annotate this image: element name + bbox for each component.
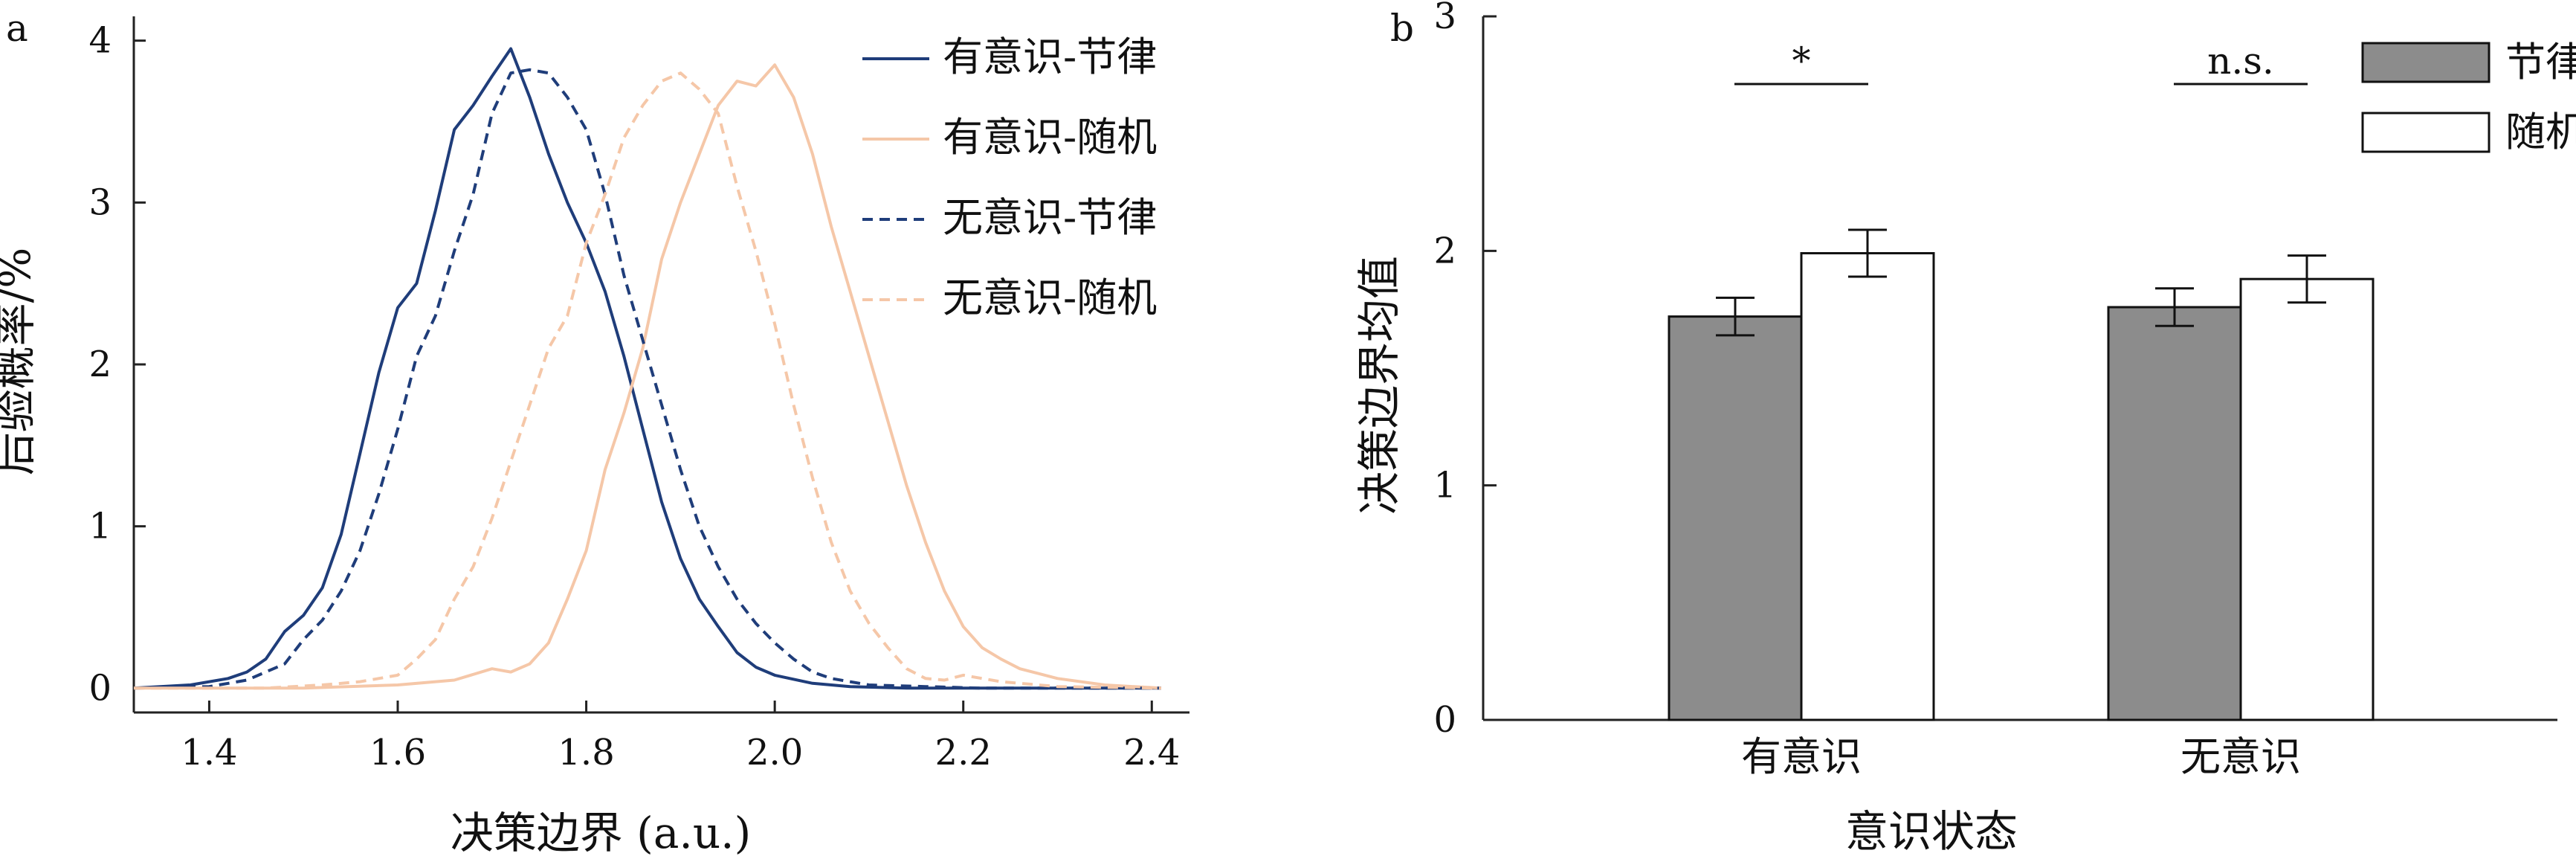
panel-a-x-axis-label: 决策边界 (a.u.) [451, 808, 752, 856]
panel-b-x-tick-label: 有意识 [1741, 733, 1862, 780]
panel-b-bar-1-2 [1800, 251, 1935, 721]
panel-a-legend-label: 有意识-节律 [943, 33, 1157, 80]
panel-a-series-line-3 [133, 68, 1161, 690]
panel-b-x-axis-label: 意识状态 [1845, 806, 2018, 856]
panel-a-x-tick-label: 2.0 [746, 732, 803, 773]
panel-a-label: a [6, 7, 28, 50]
panel-b-bar-1-1 [1668, 315, 1803, 721]
panel-a-x-tick-label: 1.4 [181, 732, 237, 773]
panel-b-legend-label: 节律 [2505, 39, 2576, 86]
panel-b-x-tick-label: 无意识 [2180, 733, 2301, 780]
panel-a-series-line-1 [133, 47, 1161, 690]
panel-a-x-tick-label: 1.6 [369, 732, 426, 773]
panel-b-y-tick-label: 2 [1433, 230, 1456, 271]
panel-b-legend-swatch-1 [2361, 42, 2491, 83]
panel-a-y-tick-label: 2 [88, 344, 112, 385]
panel-b-y-axis-label: 决策边界均值 [1354, 256, 1404, 515]
panel-a-x-tick-label: 2.2 [935, 732, 992, 773]
panel-b-y-tick-label: 1 [1433, 465, 1456, 506]
panel-b-label: b [1390, 7, 1414, 50]
panel-b-legend-swatch-2 [2361, 112, 2491, 153]
panel-a-line-chart: a 后验概率/% 决策边界 (a.u.) 0 1 2 3 4 1.4 1.6 1.8 2.0 2.… [0, 7, 1189, 856]
panel-a-y-tick-label: 4 [88, 20, 112, 62]
panel-b-bars [1668, 228, 2375, 721]
panel-a-legend-label: 有意识-随机 [943, 114, 1157, 161]
panel-b-legend-label: 随机 [2505, 109, 2576, 155]
panel-b-bar-2-2 [2239, 277, 2375, 721]
panel-b-y-tick-label: 0 [1433, 699, 1456, 741]
panel-a-legend-label: 无意识-节律 [943, 194, 1157, 241]
panel-a-axes: 0 1 2 3 4 1.4 1.6 1.8 2.0 2.2 2.4 [88, 16, 1189, 773]
panel-b-significance: * n.s. [1734, 39, 2308, 86]
panel-a-y-tick-label: 3 [88, 181, 112, 223]
panel-a-series-lines [133, 47, 1162, 690]
panel-b-axes: 0 1 2 3 有意识 无意识 [1433, 0, 2557, 780]
panel-a-x-tick-label: 1.8 [558, 732, 614, 773]
panel-a-series-line-4 [134, 71, 1162, 690]
panel-b-y-tick-label: 3 [1433, 0, 1456, 37]
panel-a-series-line-2 [134, 63, 1162, 690]
panel-a-y-tick-label: 1 [88, 506, 112, 547]
panel-b-significance-mark: n.s. [2207, 39, 2274, 83]
panel-a-legend-label: 无意识-随机 [943, 274, 1157, 321]
panel-b-significance-mark: * [1792, 39, 1811, 83]
panel-a-y-axis-label: 后验概率/% [0, 248, 40, 476]
panel-a-y-tick-label: 0 [88, 667, 112, 709]
panel-b-bar-2-1 [2107, 306, 2242, 721]
panel-a-x-tick-label: 2.4 [1123, 732, 1180, 773]
